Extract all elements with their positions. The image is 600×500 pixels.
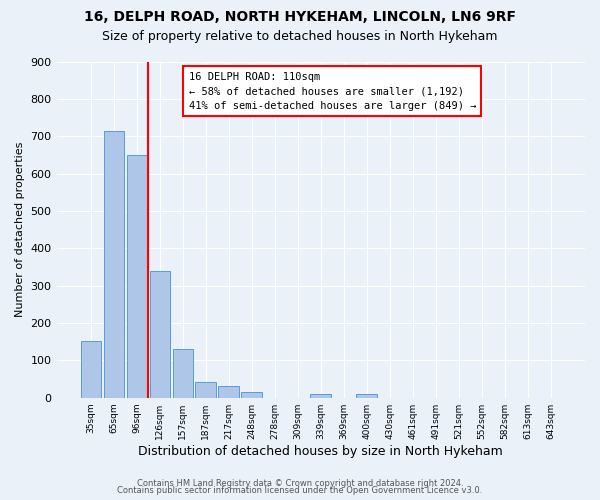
- Text: 16, DELPH ROAD, NORTH HYKEHAM, LINCOLN, LN6 9RF: 16, DELPH ROAD, NORTH HYKEHAM, LINCOLN, …: [84, 10, 516, 24]
- Bar: [80, 341, 101, 398]
- Text: Contains public sector information licensed under the Open Government Licence v3: Contains public sector information licen…: [118, 486, 482, 495]
- Bar: [310, 394, 331, 398]
- Text: Contains HM Land Registry data © Crown copyright and database right 2024.: Contains HM Land Registry data © Crown c…: [137, 478, 463, 488]
- Y-axis label: Number of detached properties: Number of detached properties: [15, 142, 25, 318]
- Bar: [196, 382, 216, 398]
- Bar: [127, 155, 147, 398]
- Bar: [241, 392, 262, 398]
- Bar: [149, 270, 170, 398]
- Bar: [356, 394, 377, 398]
- Text: 16 DELPH ROAD: 110sqm
← 58% of detached houses are smaller (1,192)
41% of semi-d: 16 DELPH ROAD: 110sqm ← 58% of detached …: [188, 72, 476, 111]
- Bar: [173, 349, 193, 398]
- X-axis label: Distribution of detached houses by size in North Hykeham: Distribution of detached houses by size …: [139, 444, 503, 458]
- Bar: [104, 130, 124, 398]
- Text: Size of property relative to detached houses in North Hykeham: Size of property relative to detached ho…: [102, 30, 498, 43]
- Bar: [218, 386, 239, 398]
